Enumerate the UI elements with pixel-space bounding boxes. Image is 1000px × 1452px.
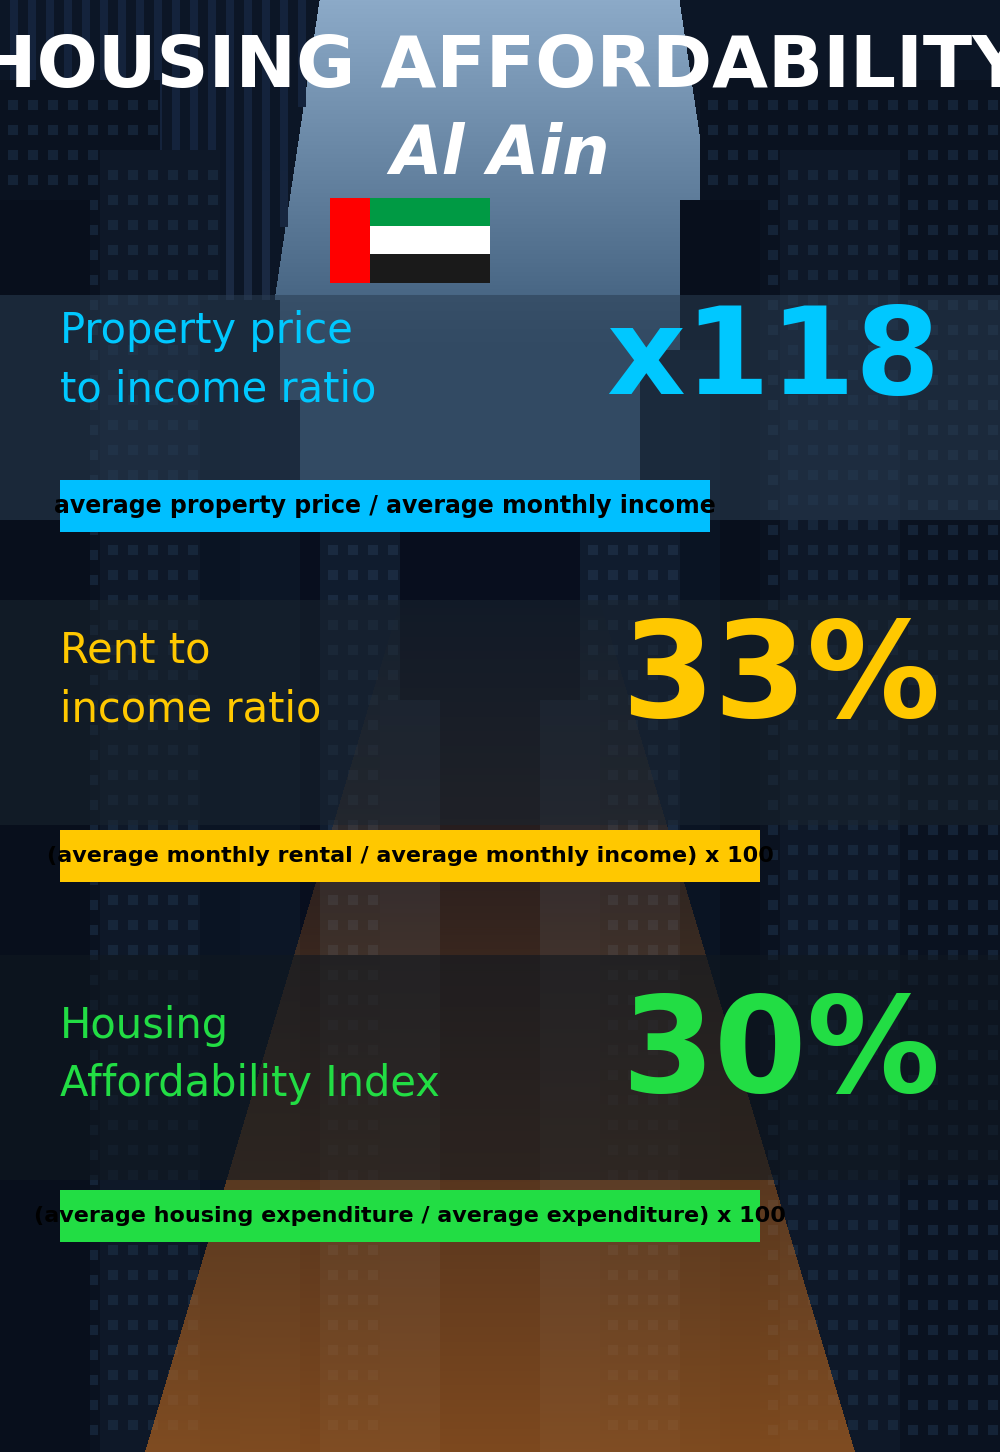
Bar — [330, 197, 370, 283]
Text: x118: x118 — [606, 302, 940, 418]
Bar — [60, 1191, 760, 1241]
Bar — [0, 295, 1000, 520]
Bar — [60, 831, 760, 881]
Text: Housing
Affordability Index: Housing Affordability Index — [60, 1005, 440, 1105]
Text: average property price / average monthly income: average property price / average monthly… — [54, 494, 716, 518]
Text: HOUSING AFFORDABILITY: HOUSING AFFORDABILITY — [0, 33, 1000, 103]
Bar — [60, 481, 710, 531]
Text: (average monthly rental / average monthly income) x 100: (average monthly rental / average monthl… — [47, 847, 773, 865]
Text: (average housing expenditure / average expenditure) x 100: (average housing expenditure / average e… — [34, 1207, 786, 1225]
Bar — [370, 227, 490, 254]
Bar — [0, 600, 1000, 825]
Text: Property price
to income ratio: Property price to income ratio — [60, 309, 376, 411]
Bar — [370, 254, 490, 283]
Text: Al Ain: Al Ain — [390, 122, 610, 187]
Bar — [370, 197, 490, 227]
Text: Rent to
income ratio: Rent to income ratio — [60, 630, 321, 730]
Text: 30%: 30% — [621, 990, 940, 1119]
Text: 33%: 33% — [621, 616, 940, 745]
Bar — [0, 955, 1000, 1180]
